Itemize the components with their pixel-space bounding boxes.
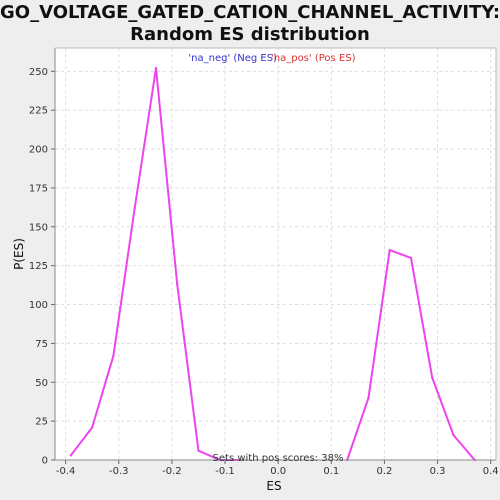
y-tick-label: 125 [29,261,48,272]
x-tick-label: 0.3 [430,466,446,477]
axes: 0 25 50 75 100 125 150 175 200 225 250 -0.4 -0.3 -0.2… [29,47,499,477]
data-point [367,396,370,400]
data-point [452,433,455,437]
x-tick-label: 0.0 [270,466,286,477]
legend: 'na_neg' (Neg ES) 'na_pos' (Pos ES) [188,53,355,64]
data-point [176,283,179,286]
y-tick-label: 25 [35,417,48,428]
x-tick-label: 0.2 [376,466,392,477]
data-point [431,376,434,379]
x-tick-label: -0.2 [162,466,182,477]
chart-title: GO_VOLTAGE_GATED_CATION_CHANNEL_ACTIVITY… [0,2,500,46]
y-tick-label: 150 [29,222,48,233]
x-axis-label: ES [266,479,281,493]
data-point [388,248,391,252]
grid-lines [55,48,496,461]
data-point [197,449,200,452]
y-axis-label: P(ES) [12,238,26,270]
y-tick-label: 250 [29,67,48,78]
x-tick-label: -0.3 [109,466,129,477]
y-tick-label: 0 [42,456,48,467]
chart-title-line1: GO_VOLTAGE_GATED_CATION_CHANNEL_ACTIVITY… [0,2,500,23]
legend-neg-es: 'na_neg' (Neg ES) [188,53,277,64]
data-point [133,206,136,210]
y-tick-label: 225 [29,106,48,117]
series-lines [69,67,476,462]
y-tick-label: 200 [29,145,48,156]
x-tick-label: 0.4 [483,466,499,477]
x-tick-label: -0.4 [56,466,76,477]
data-point [409,256,413,260]
x-tick-label: 0.1 [323,466,339,477]
data-point [69,454,73,457]
data-point [154,67,158,70]
x-tick-label: -0.1 [215,466,235,477]
data-point [112,354,115,358]
data-point [90,426,94,429]
y-tick-label: 100 [29,300,48,311]
pos-scores-annotation: Sets with pos scores: 38% [213,453,344,464]
y-tick-label: 175 [29,183,48,194]
legend-pos-es: 'na_pos' (Pos ES) [271,53,356,64]
y-tick-label: 50 [35,378,48,389]
y-tick-label: 75 [35,339,48,350]
chart-title-line2: Random ES distribution [130,24,370,45]
